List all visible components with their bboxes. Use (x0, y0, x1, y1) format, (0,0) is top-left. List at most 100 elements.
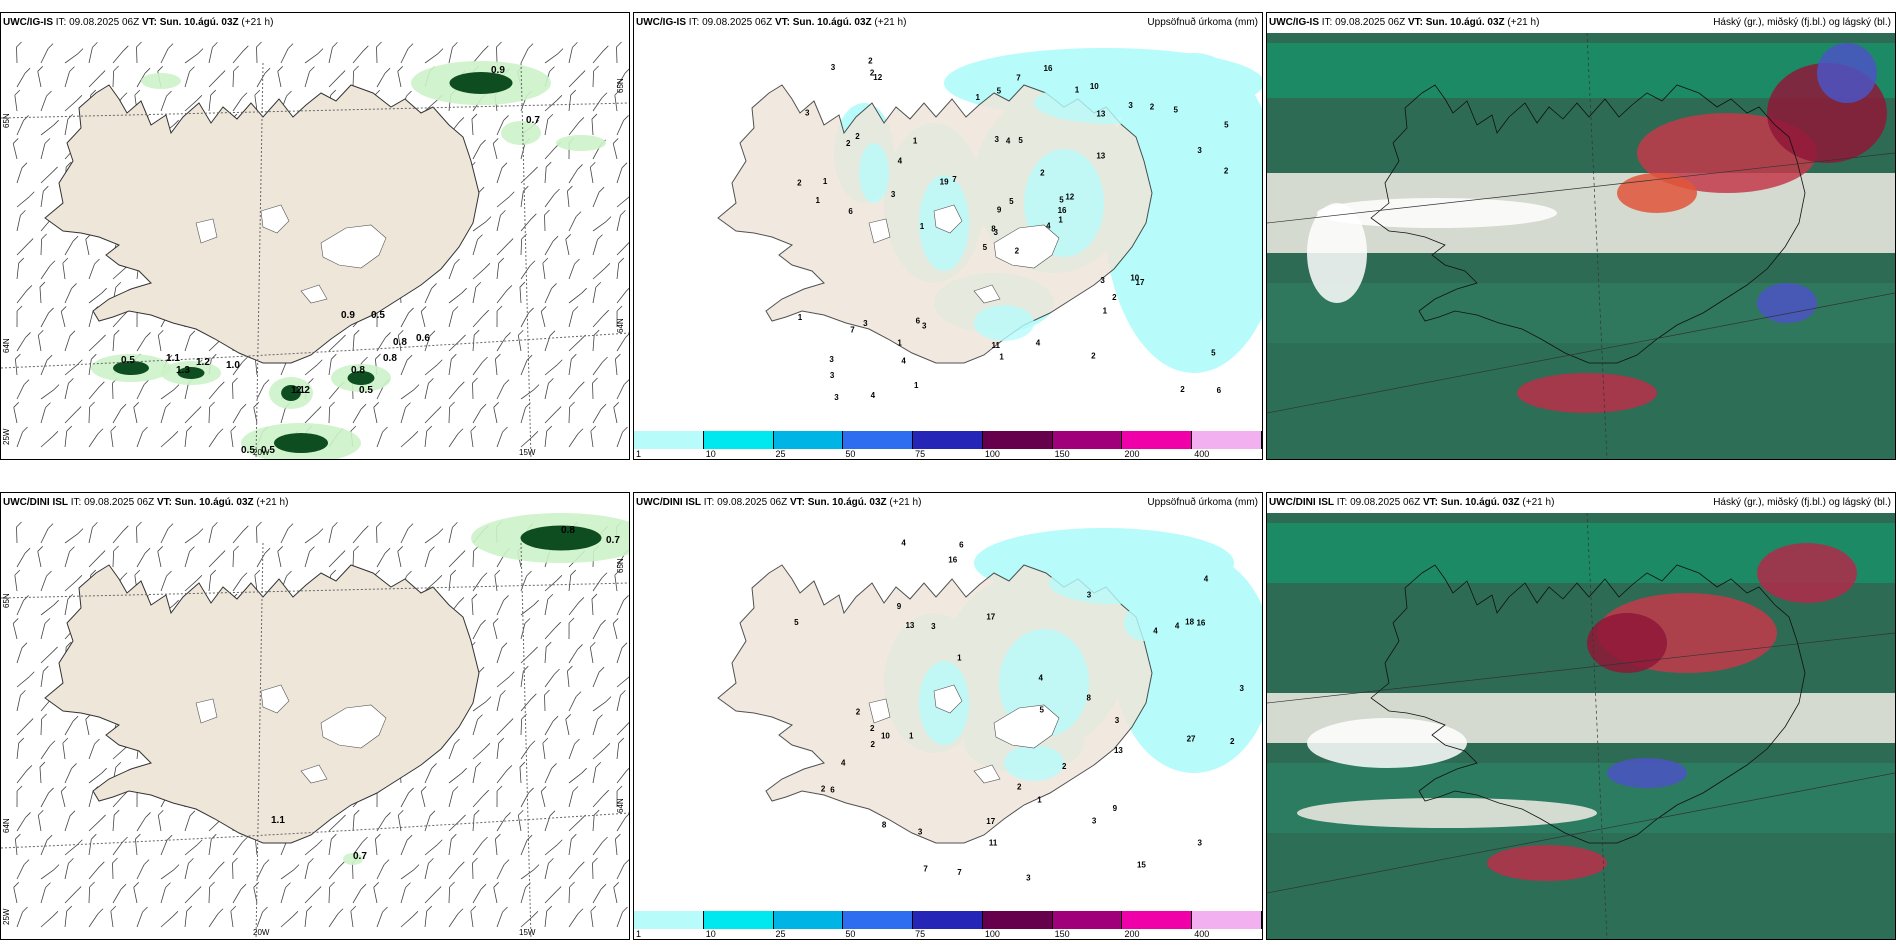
wind-barb-flag (136, 41, 142, 48)
wind-barb (400, 916, 414, 928)
glacier (320, 704, 387, 749)
wind-barb (64, 100, 78, 112)
precip-value-label: 2 (1230, 737, 1235, 746)
colorbar-tick: 1 (636, 449, 642, 459)
wind-barb-flag (315, 886, 322, 892)
wind-barb-flag (620, 690, 626, 696)
wind-barb (208, 555, 221, 568)
wind-barb (592, 361, 603, 376)
wind-barb-flag (626, 767, 629, 771)
wind-barb-flag (470, 425, 477, 432)
precip-value-label: 12 (1065, 193, 1074, 202)
wind-barb-flag (452, 306, 459, 312)
wind-barb (16, 167, 23, 184)
wind-barb (520, 360, 528, 376)
wind-barb (376, 552, 386, 568)
wind-barb-flag (329, 881, 335, 888)
precip-value-label: 10 (881, 732, 890, 741)
wind-barb-flag (384, 547, 391, 554)
wind-barb-flag (41, 233, 47, 240)
wind-barb-flag (373, 402, 380, 408)
wind-barb (12, 143, 18, 160)
precip-value-label: 5 (1039, 706, 1044, 715)
wind-barb (64, 383, 69, 400)
wind-barb-flag (598, 186, 605, 193)
wind-barb (64, 119, 69, 136)
wind-barb (420, 791, 426, 808)
wind-barb-flag (195, 886, 202, 892)
wind-barb (616, 647, 623, 664)
wind-barb-flag (145, 812, 151, 818)
wind-barb (544, 364, 558, 376)
wind-barb-flag (542, 257, 549, 264)
wind-barb-flag (23, 859, 30, 865)
wind-barb-flag (217, 908, 224, 915)
wind-barb-flag (575, 691, 582, 697)
wind-barb (424, 768, 432, 784)
wind-barb-flag (23, 379, 30, 385)
wind-barb-flag (614, 89, 621, 96)
wind-barb-flag (519, 281, 526, 288)
wind-barb (472, 624, 481, 640)
precip-value-label: 2 (855, 132, 860, 141)
colorbar-swatch (843, 911, 914, 929)
wind-barb-flag (500, 690, 506, 696)
wind-barb (616, 864, 625, 880)
precip-value-label: 1.1 (291, 385, 305, 396)
wind-barb-flag (46, 570, 52, 577)
wind-barb (16, 695, 21, 712)
wind-barb (492, 143, 498, 160)
precip-value-label: 13 (1096, 151, 1105, 160)
wind-barb (613, 407, 618, 424)
wind-barb-flag (157, 66, 164, 72)
wind-barb (112, 888, 122, 904)
precip-value-label: 1 (913, 136, 918, 145)
wind-barb (136, 552, 146, 568)
colorbar-swatch (1122, 431, 1193, 449)
lat-label: 65N (616, 78, 625, 93)
wind-barb-flag (165, 882, 171, 888)
precip-value-label: 2 (1015, 247, 1020, 256)
wind-barb-flag (172, 431, 179, 437)
wind-barb (184, 71, 190, 88)
wind-barb-flag (101, 287, 107, 294)
precip-value-label: 8 (991, 225, 996, 234)
wind-barb (85, 239, 90, 256)
wind-barb-flag (230, 425, 237, 432)
wind-barb (112, 314, 125, 328)
wind-barb-flag (595, 761, 602, 768)
wind-barb-flag (601, 572, 608, 579)
wind-barb-flag (91, 833, 97, 840)
wind-barb-flag (77, 48, 84, 54)
wind-barb (397, 335, 402, 352)
wind-barb-flag (475, 281, 482, 288)
wind-barb-flag (552, 715, 559, 722)
wind-barb-flag (363, 525, 369, 532)
wind-barb-flag (431, 283, 437, 289)
wind-barb (472, 50, 484, 64)
wind-barb (616, 167, 623, 184)
wind-barb-flag (579, 861, 585, 868)
wind-barb-flag (598, 666, 605, 673)
panel-title: UWC/IG-IS IT: 09.08.2025 06Z VT: Sun. 10… (636, 17, 907, 28)
wind-barb-flag (68, 858, 74, 864)
wind-barb (112, 841, 123, 856)
wind-barb-flag (571, 353, 577, 360)
wind-barb (160, 916, 174, 928)
precip-value-label: 3 (931, 622, 936, 631)
wind-barb-flag (232, 857, 238, 864)
precip-value-label: 5 (1224, 120, 1229, 129)
wind-barb-flag (435, 886, 442, 892)
wind-barb-flag (540, 786, 547, 792)
panel-title: UWC/IG-IS IT: 09.08.2025 06Z VT: Sun. 10… (1269, 17, 1540, 28)
precip-value-label: 3 (834, 393, 839, 402)
wind-barb-flag (22, 906, 28, 913)
wind-barb-flag (429, 546, 435, 552)
wind-barb-flag (212, 522, 218, 528)
wind-barb-flag (158, 809, 164, 816)
wind-barb-flag (557, 839, 563, 846)
wind-barb (568, 839, 572, 856)
wind-barb-flag (145, 332, 151, 338)
wind-barb (64, 364, 78, 376)
wind-barb (208, 386, 220, 400)
